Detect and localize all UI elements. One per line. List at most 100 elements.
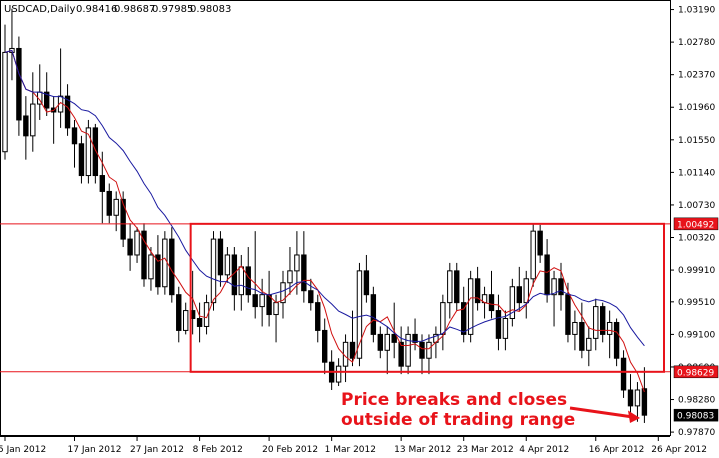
time-tick-label: 17 Jan 2012 [68,445,122,455]
candle-body-bullish [572,321,578,335]
candle-body-bearish [308,290,314,304]
candle [467,270,474,343]
candle-body-bearish [78,143,85,177]
time-tick-label: 26 Apr 2012 [651,445,707,455]
candle-body-bearish [454,270,460,304]
candle-body-bearish [412,333,418,343]
candle-body-bullish [502,318,509,339]
candle-body-bullish [148,254,154,280]
time-tick-label: 20 Feb 2012 [262,445,318,455]
candle-body-bearish [419,341,425,359]
candle-body-bullish [523,278,529,304]
annotation-line-2: outside of trading range [341,410,575,430]
price-tick-label: 0.99510 [678,298,715,308]
range-bottom-price-tag: 0.98629 [673,365,719,378]
price-tags: 1.00492 0.98629 0.98083 [673,217,719,422]
candle-body-bearish [377,333,384,351]
candle-body-bullish [183,310,189,331]
candle [593,298,599,351]
candle-body-bullish [238,266,245,296]
candle-body-bearish [516,286,522,304]
candle [148,247,154,291]
candle-body-bullish [134,230,140,256]
candle [398,326,404,375]
trading-range-box[interactable] [189,222,665,373]
candle-body-bearish [363,270,370,296]
candle-body-bullish [384,333,390,351]
candle [620,350,627,398]
candle-body-bearish [641,388,648,416]
candle-body-bullish [280,282,286,304]
candle-body-bearish [315,302,321,331]
candle [85,119,92,184]
candle-body-bearish [301,254,307,292]
candle-body-bearish [16,47,22,121]
candle-body-bullish [113,198,119,216]
candle-body-bullish [85,127,92,177]
candle [2,24,8,160]
candle-body-bullish [467,278,474,335]
candle-body-bearish [106,190,112,216]
candle [572,310,578,351]
candle [426,334,432,375]
candle [127,223,133,271]
fast-moving-average-line [4,49,645,393]
candle [322,318,328,375]
candle [183,302,189,335]
candle [384,326,390,375]
price-tick-label: 0.97870 [678,428,715,438]
price-tick-label: 1.00730 [678,201,715,211]
trading-range-group [0,222,670,373]
candle [217,231,224,287]
candle-body-bullish [586,337,592,351]
candle [252,231,258,319]
candle [349,310,356,367]
price-tick-label: 1.03190 [678,6,715,16]
moving-averages-group [4,49,645,393]
candle [412,318,418,351]
candle-body-bearish [398,341,404,367]
candle [405,326,411,375]
time-tick-label: 4 Apr 2012 [519,445,569,455]
candle-body-bearish [537,230,543,256]
candle-body-bullish [294,254,300,272]
candle [447,262,453,319]
plot-area[interactable] [0,0,671,436]
candle [370,286,377,343]
candle-body-bullish [203,302,210,327]
candle-body-bullish [210,238,217,304]
candle-body-bearish [23,115,29,137]
candle [600,302,606,343]
candle [113,191,119,232]
candle-body-bullish [593,306,599,339]
time-axis[interactable]: 5 Jan 2012 17 Jan 2012 27 Jan 2012 8 Feb 20… [0,436,707,455]
candle-body-bearish [391,333,397,343]
candle [134,227,140,263]
candle [16,36,22,136]
candle [377,326,384,359]
price-tick-label: 1.01140 [678,168,715,178]
candle [586,326,592,367]
candle-body-bearish [196,318,203,327]
candle-body-bullish [405,333,411,367]
candle-body-bullish [440,302,446,335]
candle-body-bearish [64,95,71,129]
candle-body-bearish [613,321,620,359]
candle-body-bearish [565,294,571,335]
candle [64,84,71,136]
time-tick-label: 27 Jan 2012 [130,445,184,455]
range-top-price-tag-box [673,217,719,231]
candle [308,278,314,311]
candle-body-bearish [461,302,467,335]
candle-body-bearish [488,294,495,312]
candle-body-bearish [217,238,224,276]
candle [245,247,251,303]
price-tick-label: 1.01960 [678,103,715,113]
header-low: 0.97985 [152,4,193,15]
candle-body-bearish [155,254,161,288]
candle [627,374,634,414]
candle-body-bearish [71,127,78,145]
price-tick-label: 1.01550 [678,136,715,146]
